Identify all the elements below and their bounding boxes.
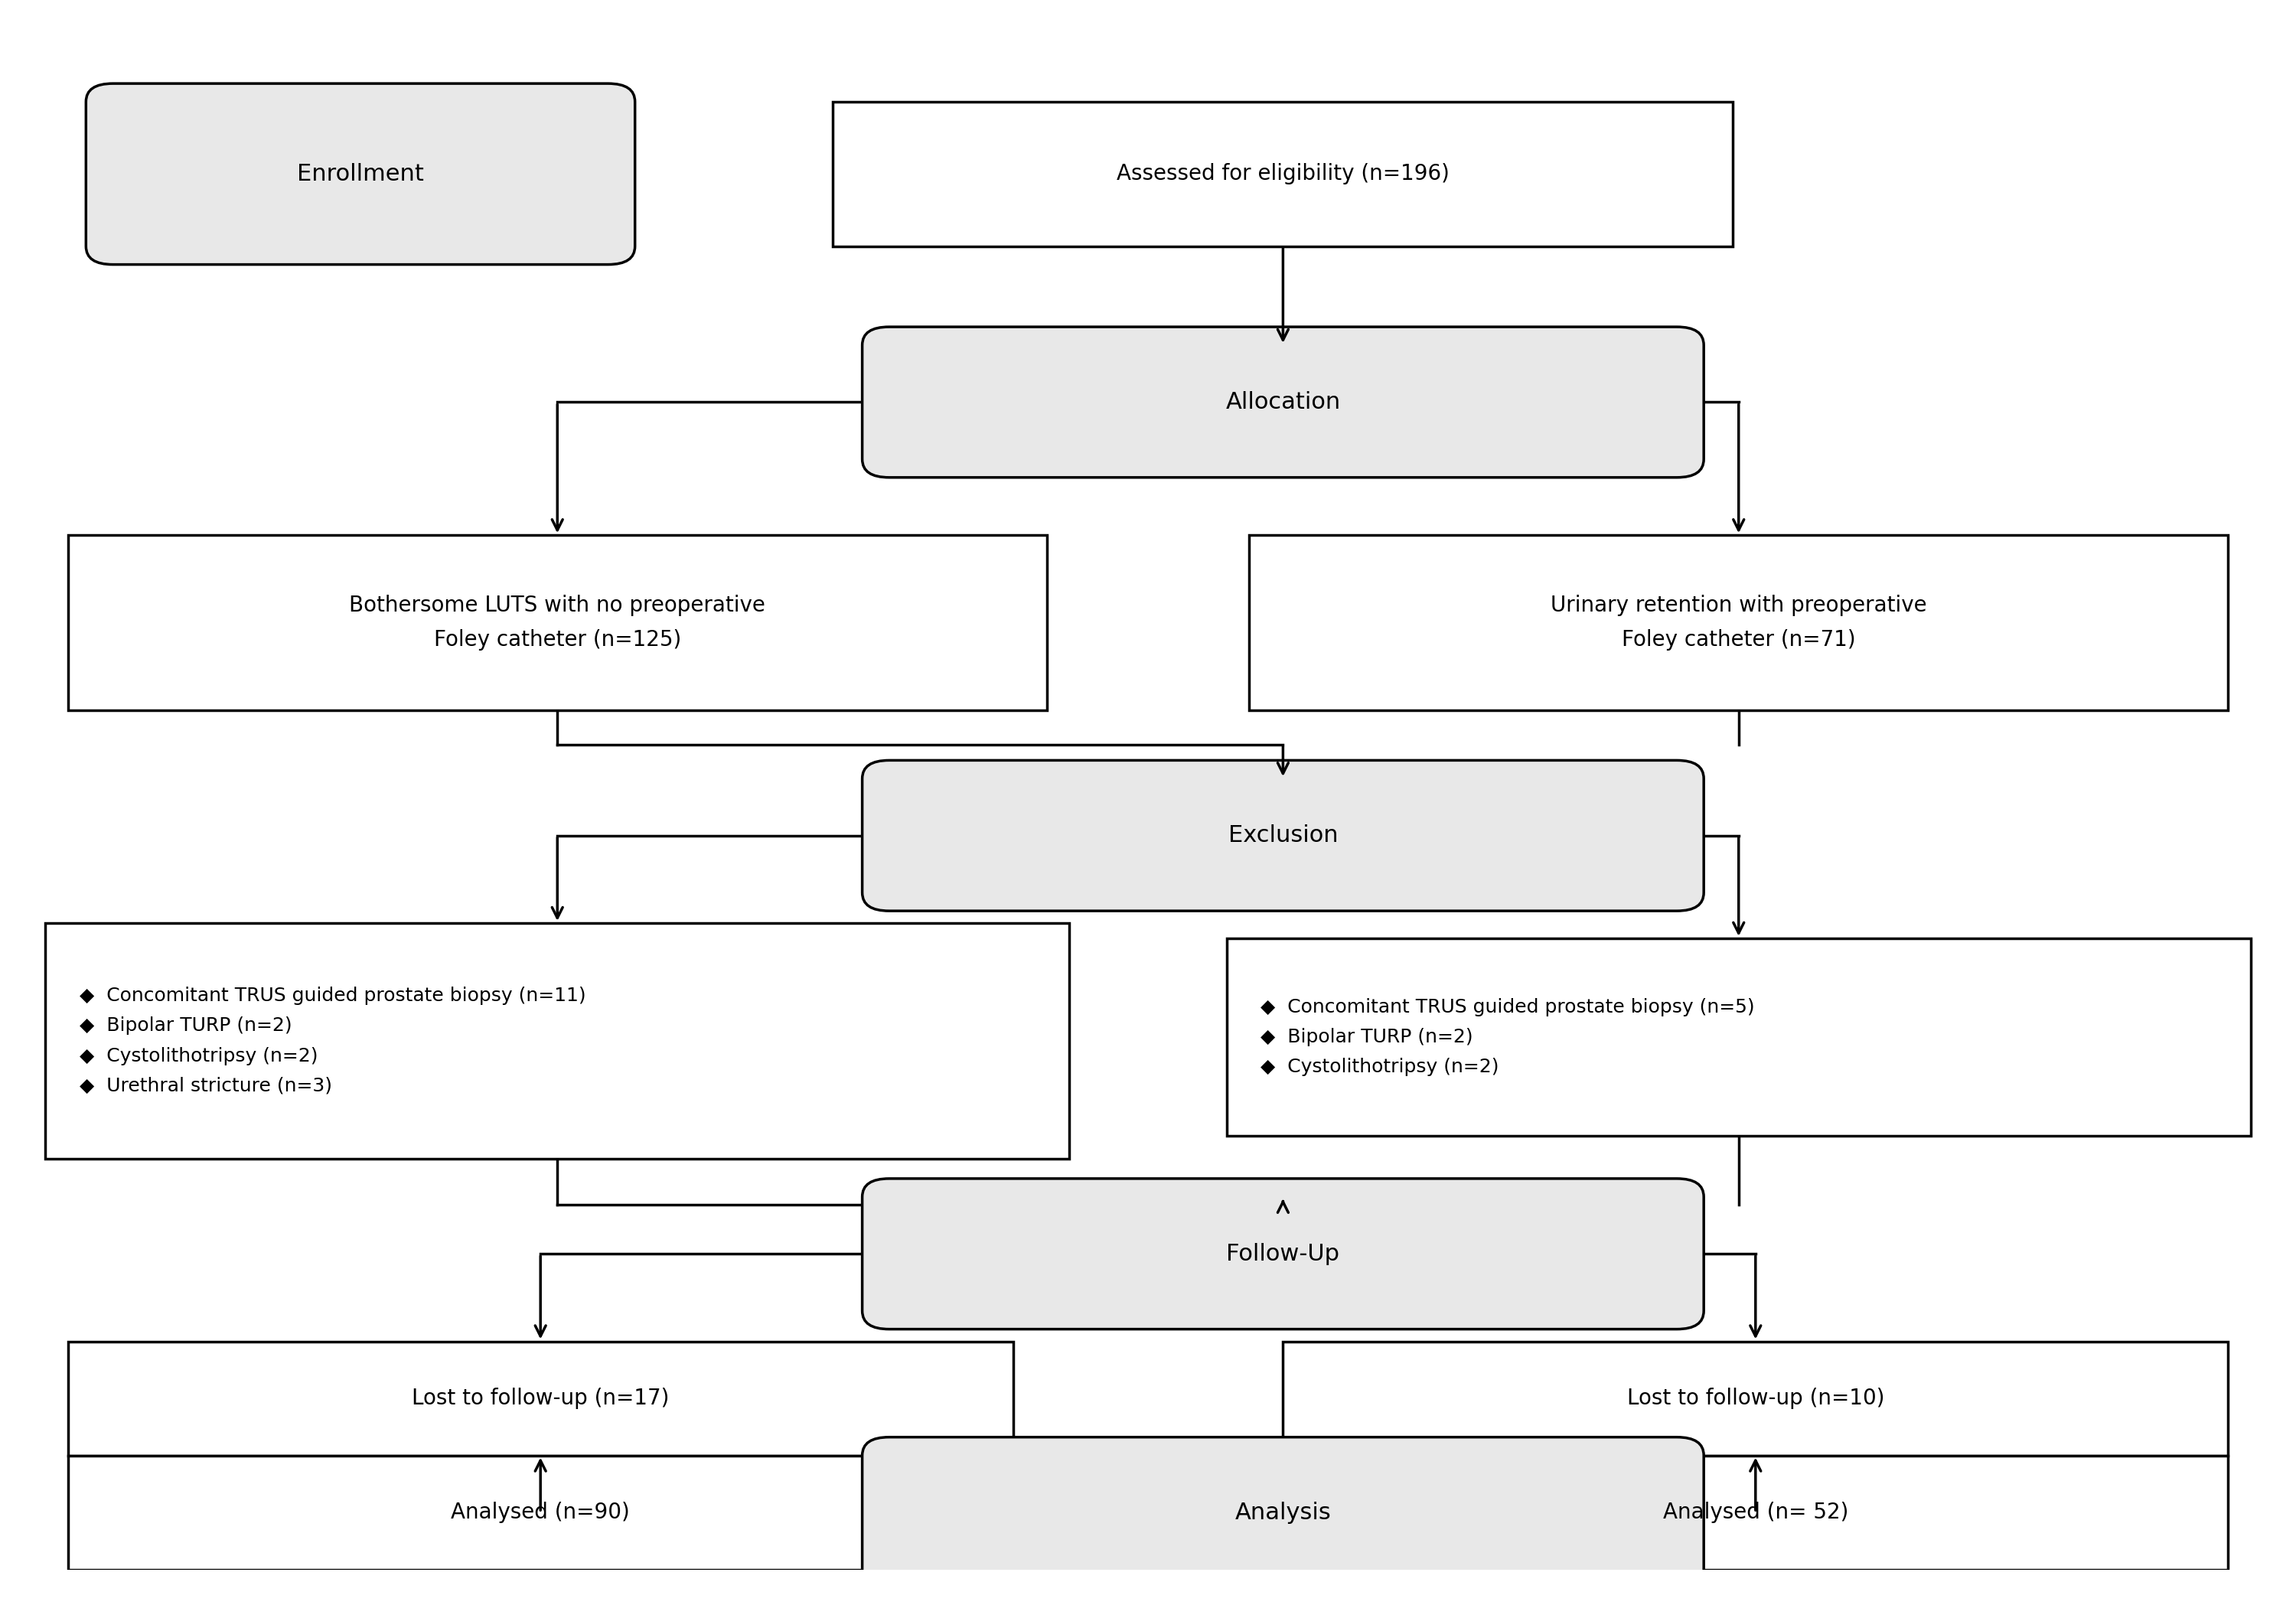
FancyBboxPatch shape [85,84,636,264]
Text: Analysed (n= 52): Analysed (n= 52) [1662,1502,1848,1523]
Text: Lost to follow-up (n=17): Lost to follow-up (n=17) [411,1388,668,1409]
FancyBboxPatch shape [69,1456,1013,1569]
Text: Lost to follow-up (n=10): Lost to follow-up (n=10) [1628,1388,1885,1409]
FancyBboxPatch shape [863,327,1704,477]
Text: Assessed for eligibility (n=196): Assessed for eligibility (n=196) [1116,163,1449,184]
Text: Enrollment: Enrollment [296,163,425,184]
Text: Follow-Up: Follow-Up [1226,1243,1339,1265]
Text: ◆  Concomitant TRUS guided prostate biopsy (n=11)
◆  Bipolar TURP (n=2)
◆  Cysto: ◆ Concomitant TRUS guided prostate biops… [78,987,585,1095]
Text: Exclusion: Exclusion [1228,825,1339,846]
FancyBboxPatch shape [46,922,1070,1158]
Text: ◆  Concomitant TRUS guided prostate biopsy (n=5)
◆  Bipolar TURP (n=2)
◆  Cystol: ◆ Concomitant TRUS guided prostate biops… [1261,998,1754,1076]
Text: Bothersome LUTS with no preoperative
Foley catheter (n=125): Bothersome LUTS with no preoperative Fol… [349,594,765,650]
FancyBboxPatch shape [69,1341,1013,1456]
FancyBboxPatch shape [863,1437,1704,1587]
FancyBboxPatch shape [1249,536,2227,710]
Text: Analysed (n=90): Analysed (n=90) [450,1502,629,1523]
Text: Analysis: Analysis [1235,1502,1332,1524]
FancyBboxPatch shape [833,102,1733,246]
FancyBboxPatch shape [1283,1341,2227,1456]
FancyBboxPatch shape [69,536,1047,710]
Text: Urinary retention with preoperative
Foley catheter (n=71): Urinary retention with preoperative Fole… [1550,594,1926,650]
FancyBboxPatch shape [1283,1456,2227,1569]
FancyBboxPatch shape [1226,938,2250,1136]
FancyBboxPatch shape [863,1178,1704,1328]
FancyBboxPatch shape [863,760,1704,911]
Text: Allocation: Allocation [1226,392,1341,413]
